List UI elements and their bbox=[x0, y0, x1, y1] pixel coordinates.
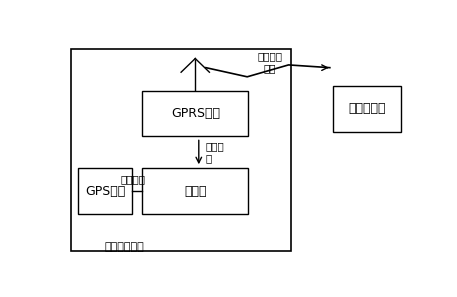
Bar bbox=[79, 168, 132, 214]
Bar bbox=[142, 91, 249, 136]
Text: GPRS模块: GPRS模块 bbox=[171, 107, 220, 120]
Text: 数据收发: 数据收发 bbox=[121, 174, 146, 184]
Text: GPS模块: GPS模块 bbox=[85, 185, 125, 198]
Text: 传送计算
数据: 传送计算 数据 bbox=[257, 52, 282, 73]
Bar bbox=[142, 168, 249, 214]
Bar bbox=[334, 86, 401, 132]
Text: 服务器模块: 服务器模块 bbox=[348, 102, 386, 115]
Text: 控制器: 控制器 bbox=[184, 185, 207, 198]
Text: 结果显
示: 结果显 示 bbox=[206, 141, 225, 163]
Bar bbox=[71, 49, 291, 251]
Text: 车载终端装置: 车载终端装置 bbox=[105, 242, 144, 252]
